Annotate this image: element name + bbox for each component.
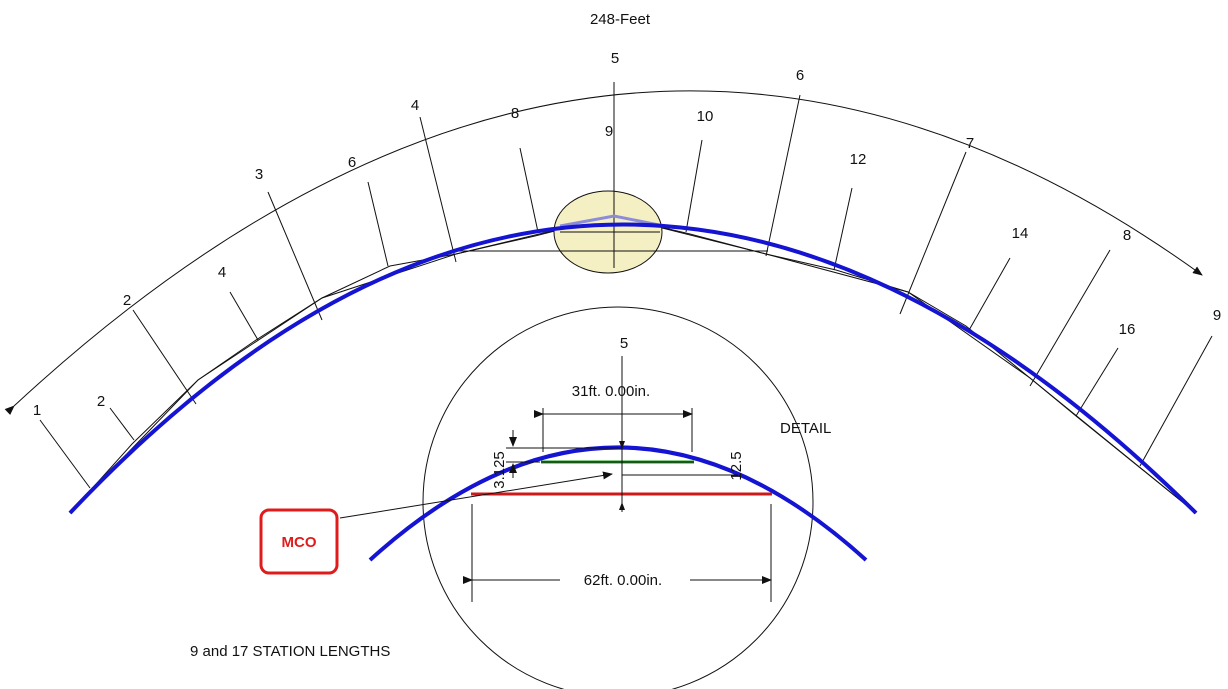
station-offsets-outer — [39, 82, 1213, 489]
mco-callout-label: MCO — [282, 534, 317, 551]
detail-curve — [368, 445, 868, 562]
outer-label-8: 8 — [1123, 227, 1131, 244]
inner-label-8: 8 — [511, 105, 519, 122]
outer-label-9: 9 — [1213, 307, 1221, 324]
inner-label-2: 2 — [97, 393, 105, 410]
arc-length-dimension — [4, 90, 1203, 416]
inner-label-16: 16 — [1119, 321, 1136, 338]
caption: 9 and 17 STATION LENGTHS — [190, 643, 390, 660]
midpoint-chord-highlight — [559, 214, 665, 228]
detail-upper-chord-label: 31ft. 0.00in. — [572, 383, 650, 400]
inner-label-4: 4 — [218, 264, 226, 281]
detail-title: DETAIL — [780, 420, 831, 437]
inner-label-9: 9 — [605, 123, 613, 140]
callout-leader — [339, 471, 613, 519]
inner-label-12: 12 — [850, 151, 867, 168]
arc-length-label: 248-Feet — [590, 11, 651, 28]
outer-label-5: 5 — [611, 50, 619, 67]
outer-label-1: 1 — [33, 402, 41, 419]
detail-lower-offset-label: 12.5 — [728, 451, 745, 480]
detail-circle — [422, 306, 814, 689]
station-offsets-inner — [109, 139, 1119, 441]
detail-lower-chord-label: 62ft. 0.00in. — [584, 572, 662, 589]
inner-label-6: 6 — [348, 154, 356, 171]
mco-callout: MCO — [259, 508, 339, 575]
mco-callout-box — [259, 508, 339, 575]
outer-label-2: 2 — [123, 292, 131, 309]
outer-labels: 1 2 3 4 5 6 7 8 9 — [33, 50, 1221, 419]
outer-label-4: 4 — [411, 97, 419, 114]
inner-label-14: 14 — [1012, 225, 1029, 242]
detail-view: DETAIL 5 31ft. 0.00in. 62ft. 0.00in. 3.1… — [339, 306, 868, 689]
main-curve — [68, 222, 1198, 515]
outer-label-6: 6 — [796, 67, 804, 84]
inner-labels: 2 4 6 8 9 10 12 14 16 — [97, 105, 1136, 410]
inner-label-10: 10 — [697, 108, 714, 125]
outer-label-7: 7 — [966, 135, 974, 152]
detail-upper-offset-label: 3.125 — [491, 451, 508, 489]
outer-label-3: 3 — [255, 166, 263, 183]
detail-center-label: 5 — [620, 335, 628, 352]
